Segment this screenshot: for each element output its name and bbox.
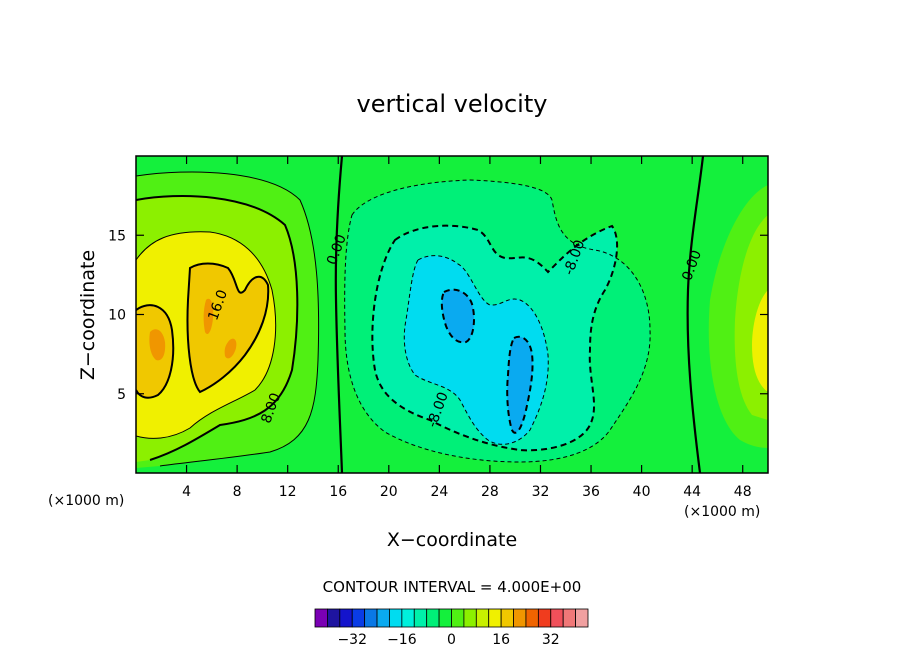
- colorbar-swatch: [451, 608, 465, 628]
- x-tick-label: 40: [633, 484, 651, 500]
- contour-lines: [136, 156, 705, 473]
- x-tick-label: 28: [481, 484, 499, 500]
- colorbar-tick-label: 32: [542, 632, 560, 648]
- colorbar-swatch: [513, 608, 527, 628]
- colorbar-tick-label: 0: [447, 632, 456, 648]
- contour-line-minus-16-upper: [440, 288, 475, 344]
- contour-line-zero-right: [686, 156, 705, 473]
- x-tick-label: 48: [734, 484, 752, 500]
- contour-line-16-left: [136, 304, 175, 399]
- colorbar-swatch: [475, 608, 490, 628]
- fill-level-20-right: [224, 338, 237, 359]
- y-tick-label: 15: [108, 228, 126, 244]
- colorbar-swatch: [575, 608, 589, 628]
- contour-interval-text: CONTOUR INTERVAL = 4.000E+00: [323, 578, 582, 596]
- contour-line-minus-12: [403, 255, 549, 445]
- x-tick-label: 24: [430, 484, 448, 500]
- x-tick-label: 44: [683, 484, 701, 500]
- colorbar-swatch: [339, 608, 353, 628]
- colorbar-swatch: [364, 608, 378, 628]
- x-tick-label: 36: [582, 484, 600, 500]
- y-axis-label: Z−coordinate: [77, 250, 99, 380]
- y-tick-label: 10: [108, 308, 126, 324]
- fill-right-level-12: [752, 290, 768, 392]
- colorbar-swatch: [438, 608, 452, 628]
- x-tick-label: 32: [532, 484, 550, 500]
- contour-line-minus-8: [371, 224, 619, 452]
- contour-line-minus-16-lower: [506, 335, 534, 434]
- colorbar-swatch: [500, 608, 514, 628]
- colorbar-swatch: [389, 608, 403, 628]
- colorbar-swatch: [413, 608, 428, 628]
- colorbar-tick-labels: −32 −16 0 16 32: [337, 632, 559, 648]
- contour-line-zero-left: [334, 156, 344, 473]
- y-axis-ticks: 5 10 15: [108, 228, 768, 403]
- fill-level-16-right: [187, 263, 269, 392]
- contour-line-16-right: [186, 262, 270, 394]
- colorbar-swatch: [525, 608, 539, 628]
- colorbar-swatch: [376, 608, 390, 628]
- fill-level-20-left: [149, 329, 166, 361]
- colorbar-swatch: [550, 608, 564, 628]
- colorbar-swatch: [401, 608, 415, 628]
- contour-line-12: [136, 231, 277, 439]
- x-tick-label: 20: [380, 484, 398, 500]
- contour-line-8: [136, 195, 299, 461]
- fill-level-minus-16-upper: [441, 289, 474, 343]
- y-axis-unit: (×1000 m): [48, 493, 124, 509]
- x-tick-label: 12: [279, 484, 297, 500]
- x-axis-unit: (×1000 m): [684, 504, 760, 520]
- colorbar-swatch: [327, 608, 341, 628]
- colorbar-swatch: [314, 608, 328, 628]
- contour-line-4: [136, 171, 320, 467]
- colorbar-tick-label: −16: [387, 632, 417, 648]
- colorbar-tick-label: −32: [337, 632, 367, 648]
- colorbar-swatch: [351, 608, 366, 628]
- x-tick-label: 8: [233, 484, 242, 500]
- colorbar-swatch: [562, 608, 576, 628]
- colorbar-swatch: [463, 608, 477, 628]
- colorbar-swatch: [537, 608, 552, 628]
- x-axis-ticks: 4 8 12 16 20 24 28 32 36 40 44 48: [182, 156, 752, 500]
- x-axis-label: X−coordinate: [387, 529, 517, 551]
- colorbar-tick-label: 16: [492, 632, 510, 648]
- fill-level-20-mid: [203, 298, 214, 335]
- x-tick-label: 16: [329, 484, 347, 500]
- colorbar-swatch: [488, 608, 502, 628]
- contour-field: [136, 156, 768, 473]
- colorbar-swatch: [426, 608, 440, 628]
- contour-line-minus-4: [344, 179, 651, 463]
- y-tick-label: 5: [117, 387, 126, 403]
- colorbar: [314, 608, 589, 628]
- x-tick-label: 4: [182, 484, 191, 500]
- chart-title: vertical velocity: [357, 90, 548, 118]
